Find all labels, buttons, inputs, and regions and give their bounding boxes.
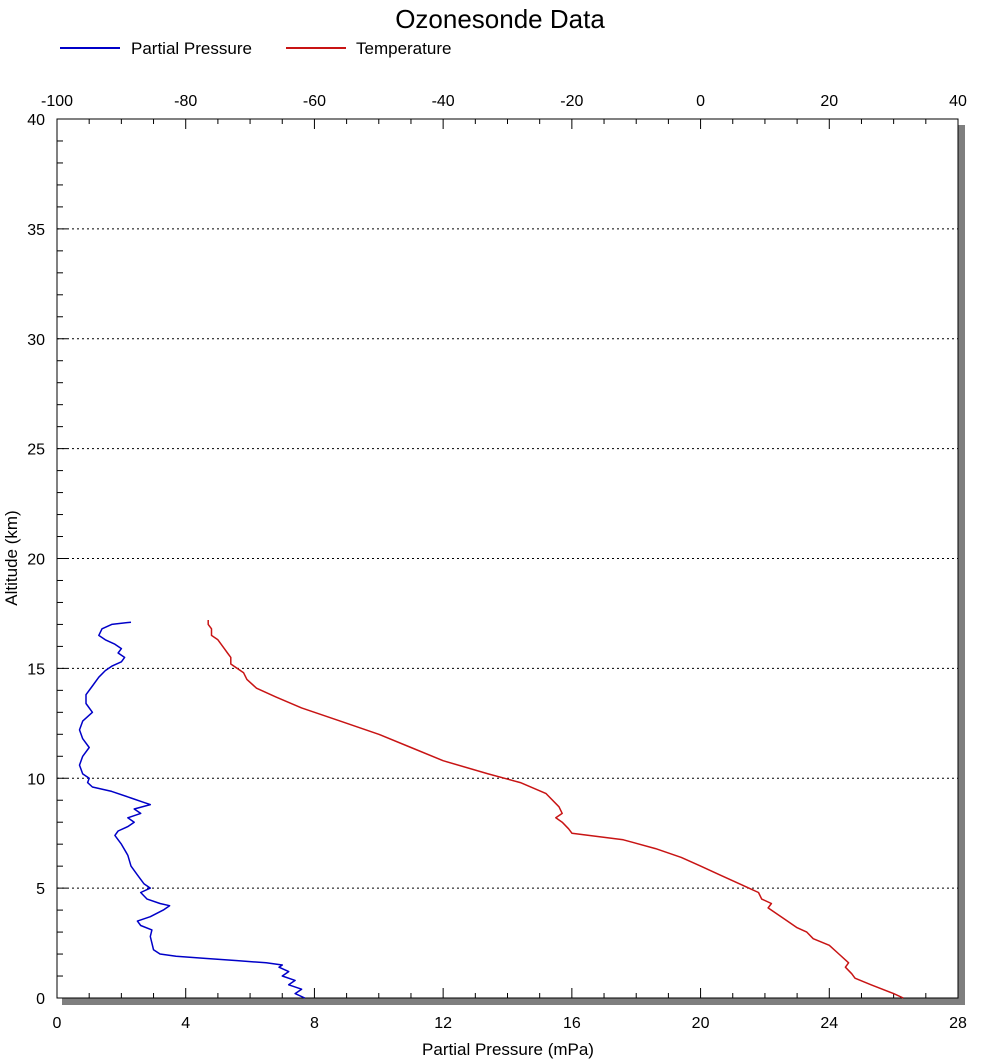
y-tick-label: 35 xyxy=(27,222,45,239)
x2-tick-label: 0 xyxy=(696,93,705,110)
data-series xyxy=(78,620,904,999)
y-tick-label: 0 xyxy=(36,991,45,1008)
y-tick-label: 25 xyxy=(27,442,45,459)
x-tick-label: 24 xyxy=(820,1015,838,1032)
x-tick-label: 12 xyxy=(434,1015,452,1032)
y-axis-title: Altitude (km) xyxy=(2,510,21,605)
x2-tick-label: -80 xyxy=(174,93,197,110)
legend-label-partial-pressure: Partial Pressure xyxy=(131,39,252,58)
x-axis-title: Partial Pressure (mPa) xyxy=(422,1040,594,1059)
legend: Partial Pressure Temperature xyxy=(60,39,451,58)
tick-marks xyxy=(56,118,959,999)
y-tick-label: 10 xyxy=(27,771,45,788)
x2-tick-label: 40 xyxy=(949,93,967,110)
x2-tick-label: 20 xyxy=(820,93,838,110)
y-tick-label: 40 xyxy=(27,112,45,129)
x-tick-label: 4 xyxy=(181,1015,190,1032)
series-line-partial-pressure xyxy=(78,621,306,999)
x2-tick-label: -60 xyxy=(303,93,326,110)
x2-tick-label: -20 xyxy=(560,93,583,110)
y-tick-label: 30 xyxy=(27,332,45,349)
x-tick-label: 8 xyxy=(310,1015,319,1032)
x-tick-label: 20 xyxy=(692,1015,710,1032)
y-tick-label: 20 xyxy=(27,552,45,569)
x-tick-label: 28 xyxy=(949,1015,967,1032)
y-tick-label: 15 xyxy=(27,661,45,678)
x2-tick-label: -100 xyxy=(41,93,73,110)
x-tick-label: 0 xyxy=(53,1015,62,1032)
chart-title: Ozonesonde Data xyxy=(395,4,605,34)
gridlines xyxy=(57,228,958,889)
y-tick-label: 5 xyxy=(36,881,45,898)
x-tick-label: 16 xyxy=(563,1015,581,1032)
x2-tick-label: -40 xyxy=(432,93,455,110)
series-line-temperature xyxy=(207,620,904,999)
tick-labels: 0 5 10 15 20 25 30 35 40 0 4 8 12 16 20 24 28 -100 -80 -60 -… xyxy=(27,93,967,1032)
legend-label-temperature: Temperature xyxy=(356,39,451,58)
